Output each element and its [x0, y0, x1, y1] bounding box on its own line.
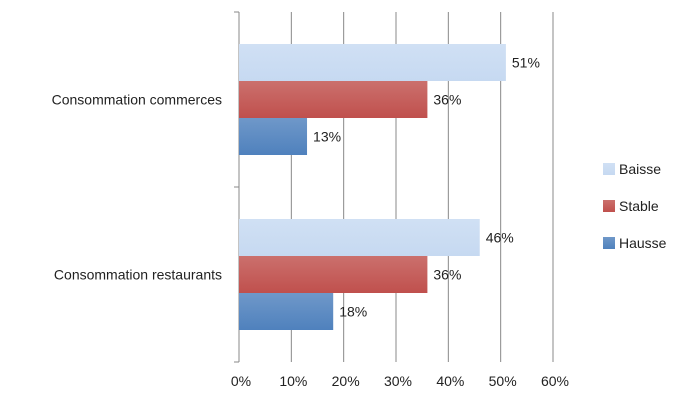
category-label: Consommation restaurants: [54, 267, 222, 283]
data-label: 36%: [433, 92, 461, 108]
x-tick-label: 0%: [231, 373, 251, 389]
legend-swatch-stable: [603, 200, 615, 212]
bar-stable: [239, 81, 428, 118]
category-label: Consommation commerces: [52, 92, 222, 108]
legend-label: Hausse: [619, 235, 667, 251]
x-tick-label: 40%: [436, 373, 464, 389]
x-tick-label: 50%: [489, 373, 517, 389]
bar-hausse: [239, 118, 308, 155]
x-tick-label: 60%: [541, 373, 569, 389]
bar-hausse: [239, 293, 334, 330]
bar-baisse: [239, 44, 506, 81]
x-tick-label: 30%: [384, 373, 412, 389]
legend-label: Stable: [619, 198, 659, 214]
legend-label: Baisse: [619, 161, 661, 177]
data-label: 18%: [339, 304, 367, 320]
bar-baisse: [239, 219, 480, 256]
data-label: 13%: [313, 129, 341, 145]
data-label: 46%: [486, 230, 514, 246]
legend-swatch-baisse: [603, 163, 615, 175]
x-tick-label: 10%: [279, 373, 307, 389]
legend-swatch-hausse: [603, 237, 615, 249]
data-label: 51%: [512, 55, 540, 71]
data-label: 36%: [433, 267, 461, 283]
bar-stable: [239, 256, 428, 293]
x-tick-label: 20%: [332, 373, 360, 389]
